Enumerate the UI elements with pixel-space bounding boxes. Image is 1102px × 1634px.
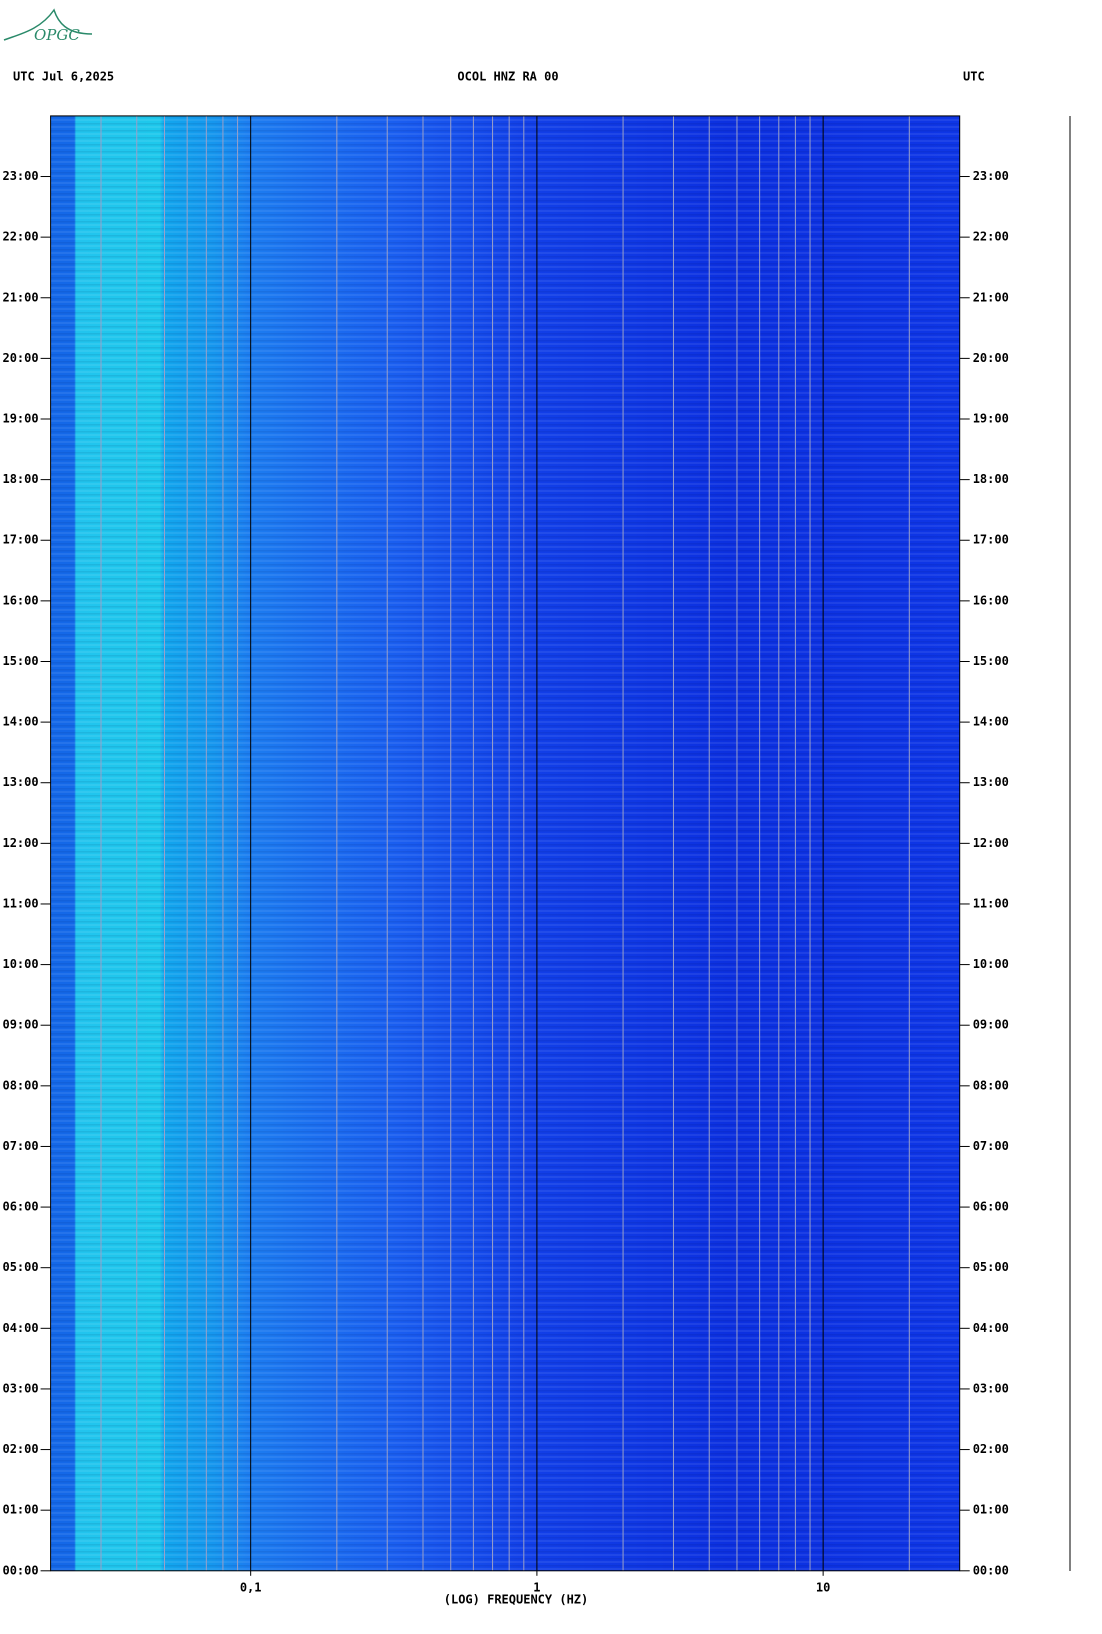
y-tick-label-right: 17:00 (973, 533, 1009, 547)
y-tick-label-left: 13:00 (2, 775, 38, 789)
y-tick-label-left: 17:00 (2, 533, 38, 547)
chart-title: OCOL HNZ RA 00 (457, 70, 558, 84)
y-tick-label-right: 07:00 (973, 1139, 1009, 1153)
y-tick-label-right: 18:00 (973, 472, 1009, 486)
y-tick-label-right: 15:00 (973, 654, 1009, 668)
right-header: UTC (963, 70, 985, 84)
spectrogram-texture (50, 115, 960, 1571)
y-tick-label-right: 08:00 (973, 1078, 1009, 1092)
y-tick-label-right: 16:00 (973, 593, 1009, 607)
y-tick-label-right: 14:00 (973, 715, 1009, 729)
y-tick-label-right: 23:00 (973, 169, 1009, 183)
y-tick-label-right: 01:00 (973, 1503, 1009, 1517)
y-tick-label-right: 05:00 (973, 1260, 1009, 1274)
y-tick-label-right: 12:00 (973, 836, 1009, 850)
logo: OPGC (34, 26, 80, 44)
y-tick-label-right: 20:00 (973, 351, 1009, 365)
y-tick-label-left: 03:00 (2, 1381, 38, 1395)
y-tick-label-right: 19:00 (973, 412, 1009, 426)
y-tick-label-left: 05:00 (2, 1260, 38, 1274)
y-tick-label-left: 16:00 (2, 593, 38, 607)
y-tick-label-right: 03:00 (973, 1381, 1009, 1395)
y-tick-label-right: 06:00 (973, 1200, 1009, 1214)
logo-curve (3, 8, 93, 41)
y-tick-label-left: 08:00 (2, 1078, 38, 1092)
y-tick-label-left: 23:00 (2, 169, 38, 183)
x-tick-label: 10 (816, 1580, 830, 1594)
y-tick-label-left: 04:00 (2, 1321, 38, 1335)
y-tick-label-left: 21:00 (2, 290, 38, 304)
plot-area (50, 115, 960, 1571)
y-tick-label-left: 19:00 (2, 412, 38, 426)
y-tick-label-right: 10:00 (973, 957, 1009, 971)
y-tick-label-left: 22:00 (2, 230, 38, 244)
y-tick-label-right: 02:00 (973, 1442, 1009, 1456)
y-tick-label-left: 20:00 (2, 351, 38, 365)
y-tick-label-left: 12:00 (2, 836, 38, 850)
y-tick-label-left: 02:00 (2, 1442, 38, 1456)
y-tick-label-left: 00:00 (2, 1563, 38, 1577)
y-tick-label-right: 21:00 (973, 290, 1009, 304)
y-tick-label-right: 04:00 (973, 1321, 1009, 1335)
y-tick-label-right: 09:00 (973, 1018, 1009, 1032)
y-tick-label-left: 06:00 (2, 1200, 38, 1214)
y-tick-label-right: 00:00 (973, 1563, 1009, 1577)
plot-frame (50, 115, 961, 1572)
y-tick-label-left: 07:00 (2, 1139, 38, 1153)
x-tick-label: 0,1 (240, 1580, 262, 1594)
y-tick-label-left: 18:00 (2, 472, 38, 486)
x-tick-label: 1 (533, 1580, 540, 1594)
y-tick-label-left: 11:00 (2, 896, 38, 910)
y-tick-label-left: 09:00 (2, 1018, 38, 1032)
y-tick-label-right: 22:00 (973, 230, 1009, 244)
y-tick-label-left: 14:00 (2, 715, 38, 729)
y-tick-label-left: 01:00 (2, 1503, 38, 1517)
y-tick-label-left: 10:00 (2, 957, 38, 971)
left-header: UTC Jul 6,2025 (13, 70, 114, 84)
y-tick-label-left: 15:00 (2, 654, 38, 668)
y-tick-label-right: 11:00 (973, 896, 1009, 910)
x-axis-label: (LOG) FREQUENCY (HZ) (444, 1593, 589, 1607)
y-tick-label-right: 13:00 (973, 775, 1009, 789)
